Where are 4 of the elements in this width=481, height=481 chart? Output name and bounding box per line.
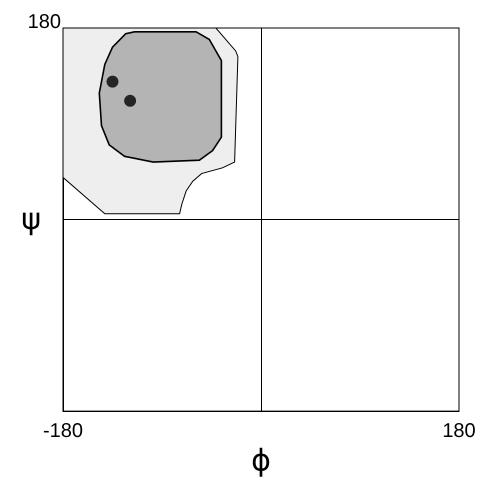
- x-tick-label: -180: [42, 420, 84, 442]
- text: 180: [28, 11, 62, 33]
- y-axis-title: ψ: [21, 202, 41, 238]
- x-axis-title: ϕ: [251, 444, 271, 478]
